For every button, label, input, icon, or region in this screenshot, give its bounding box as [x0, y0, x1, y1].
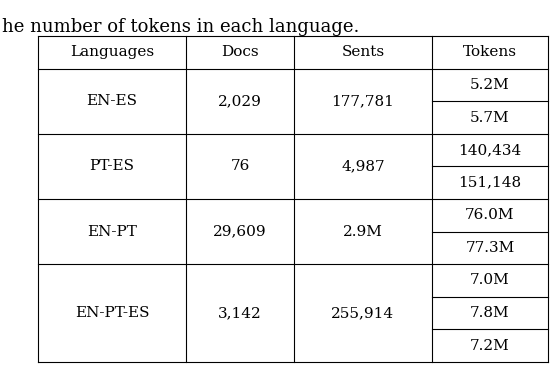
Text: 151,148: 151,148 — [459, 176, 522, 190]
Text: Sents: Sents — [342, 45, 385, 59]
Text: 3,142: 3,142 — [218, 306, 262, 320]
Text: 76.0M: 76.0M — [465, 208, 515, 222]
Text: EN-PT-ES: EN-PT-ES — [75, 306, 149, 320]
Text: 29,609: 29,609 — [213, 224, 267, 238]
Text: 7.2M: 7.2M — [470, 339, 510, 353]
Text: 76: 76 — [230, 159, 250, 173]
Text: Docs: Docs — [221, 45, 259, 59]
Text: Languages: Languages — [70, 45, 154, 59]
Text: 7.8M: 7.8M — [470, 306, 510, 320]
Text: 77.3M: 77.3M — [465, 241, 514, 255]
Text: EN-ES: EN-ES — [87, 94, 137, 108]
Text: 5.7M: 5.7M — [470, 110, 510, 124]
Text: PT-ES: PT-ES — [89, 159, 135, 173]
Text: 255,914: 255,914 — [331, 306, 395, 320]
Text: 2.9M: 2.9M — [343, 224, 383, 238]
Text: 140,434: 140,434 — [458, 143, 522, 157]
Text: he number of tokens in each language.: he number of tokens in each language. — [2, 18, 359, 36]
Text: EN-PT: EN-PT — [87, 224, 137, 238]
Text: Tokens: Tokens — [463, 45, 517, 59]
Text: 4,987: 4,987 — [341, 159, 385, 173]
Text: 7.0M: 7.0M — [470, 273, 510, 287]
Text: 177,781: 177,781 — [332, 94, 395, 108]
Text: 5.2M: 5.2M — [470, 78, 510, 92]
Text: 2,029: 2,029 — [218, 94, 262, 108]
